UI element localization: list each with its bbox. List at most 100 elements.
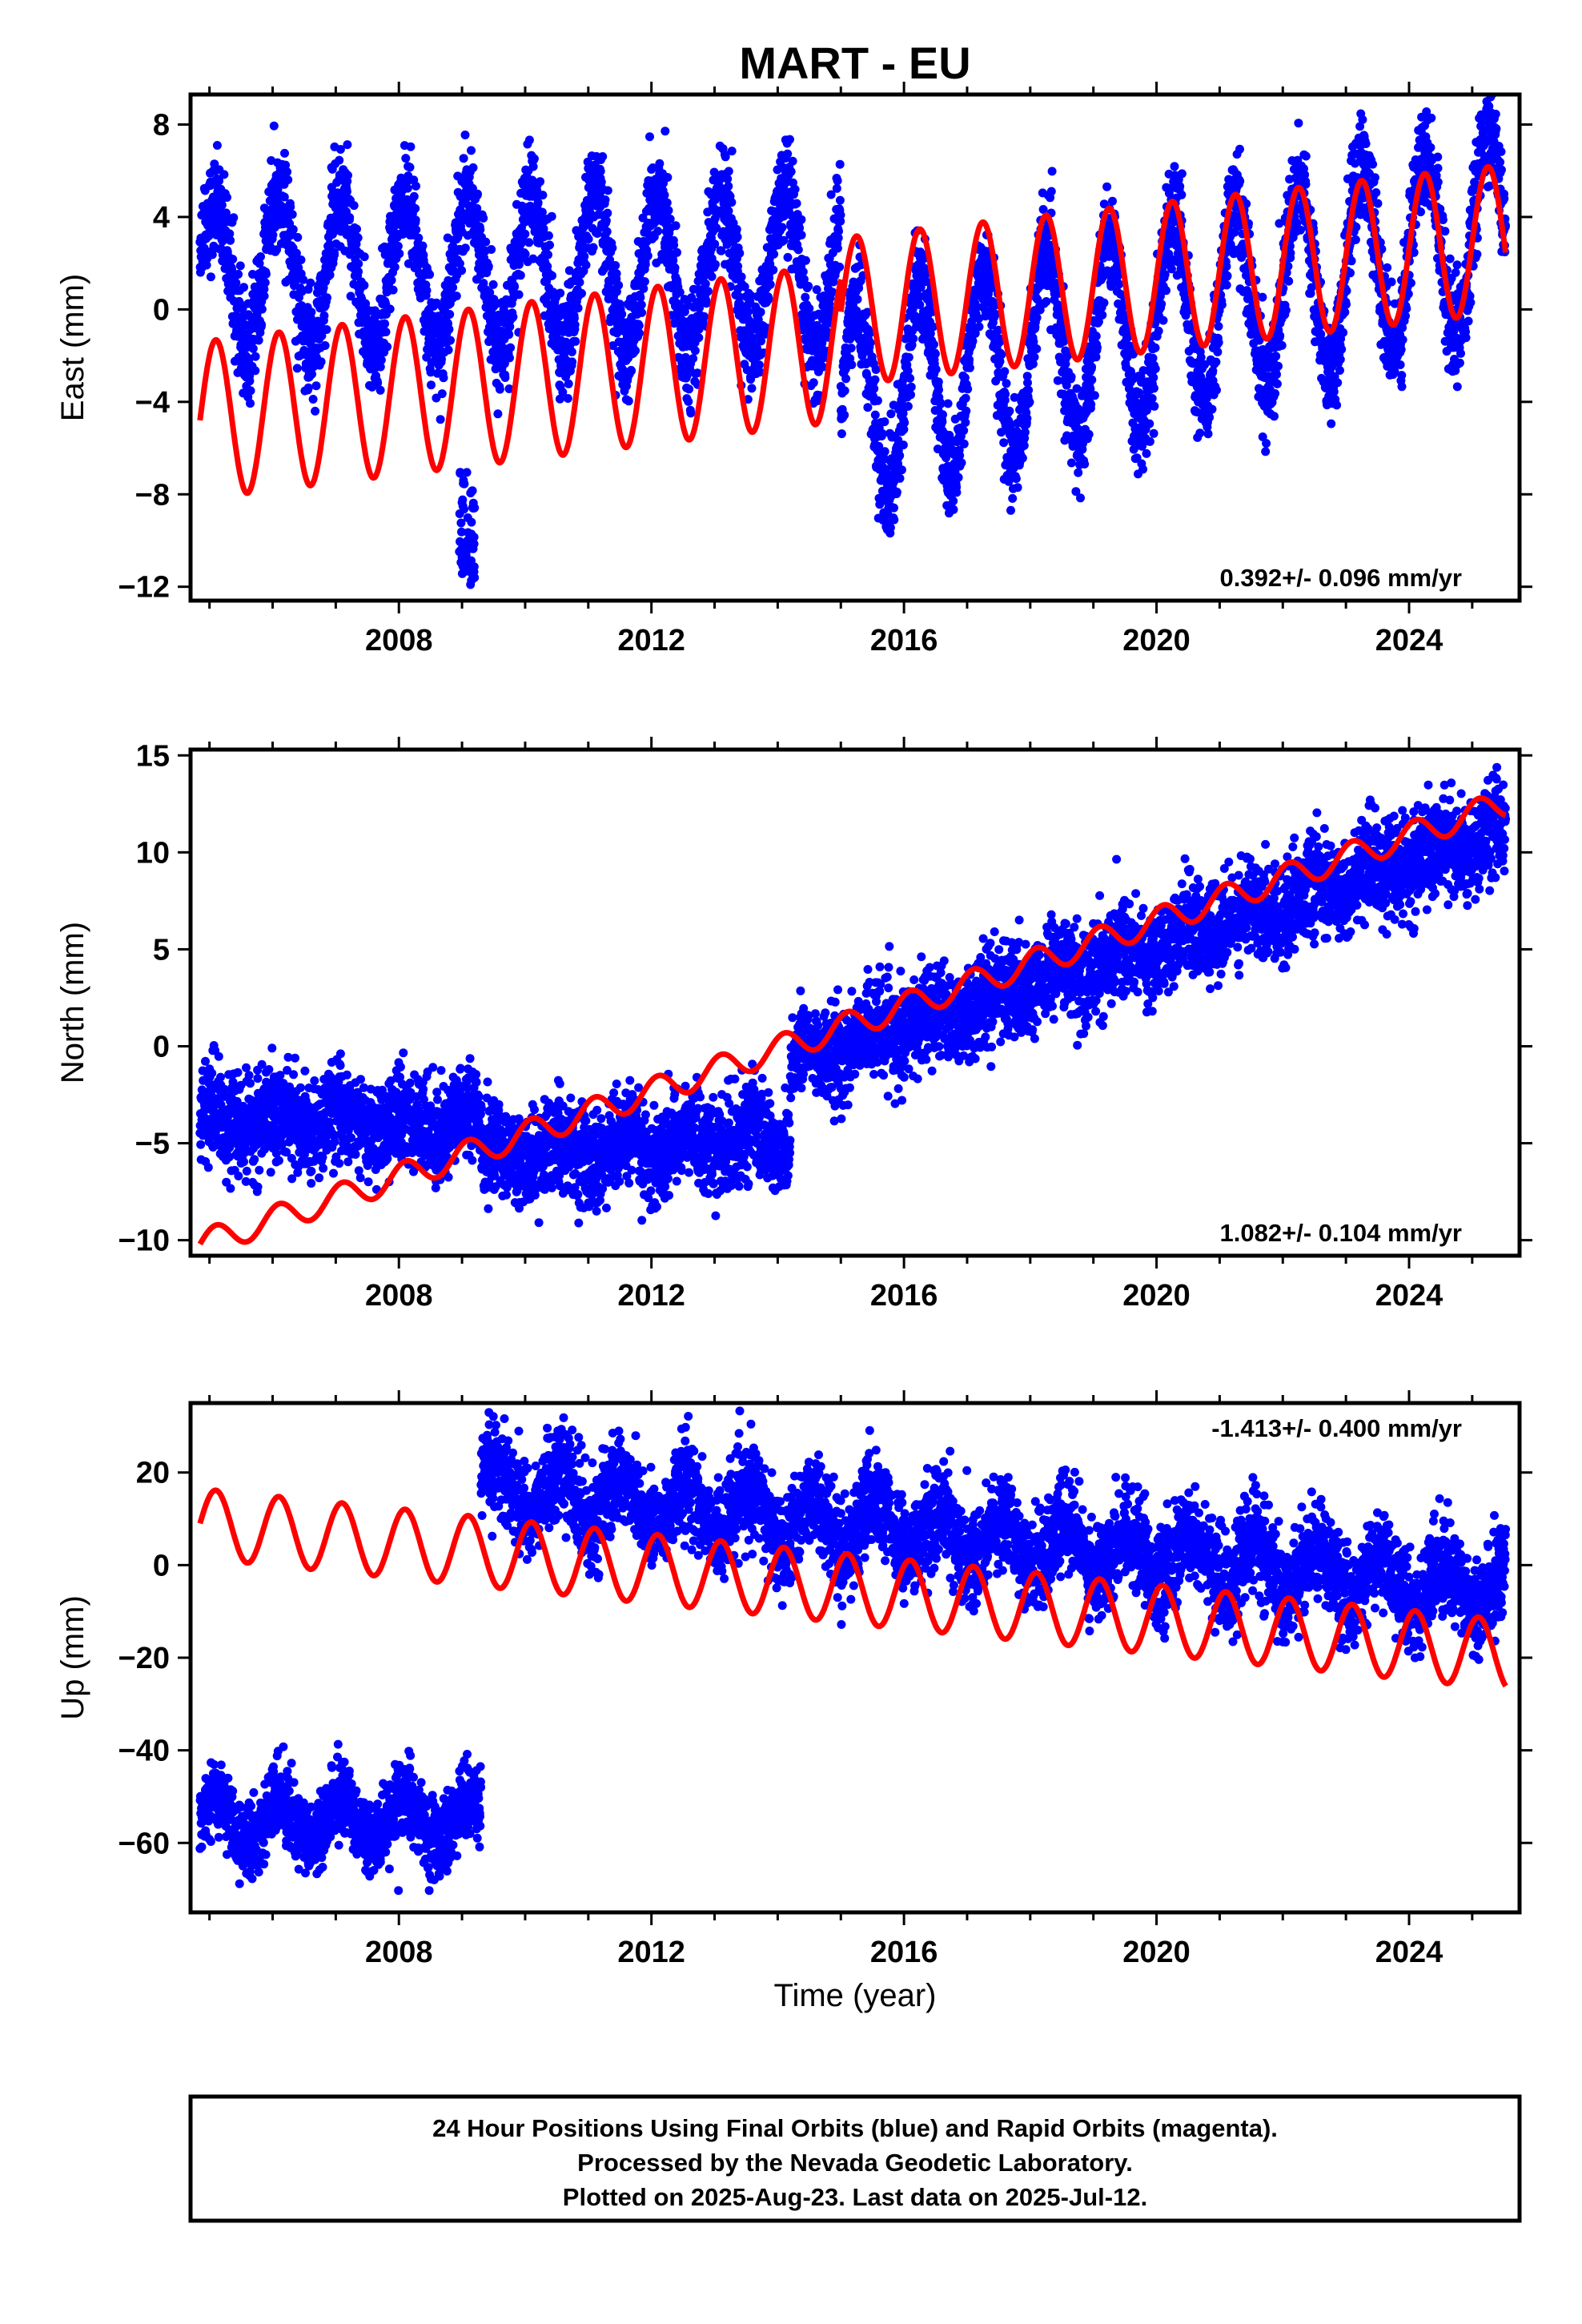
east-data-point [493,409,503,419]
east-data-point [255,259,264,268]
east-data-point [931,364,941,374]
east-data-point [354,259,363,268]
east-data-point [954,472,963,482]
east-data-point [617,309,627,319]
east-data-point [287,210,297,219]
east-data-point [1022,414,1032,423]
east-data-point [1284,276,1294,286]
east-data-point [422,286,432,296]
east-data-point [544,250,552,259]
east-data-point [809,378,818,388]
east-data-point [1212,385,1221,395]
east-data-point [870,410,880,420]
east-data-point [660,191,669,199]
east-data-point [783,149,793,159]
east-data-point [769,265,778,275]
east-data-point [930,340,938,349]
east-data-point [934,377,943,387]
east-data-point [603,186,612,195]
east-data-point [495,384,504,394]
east-data-point [444,345,453,355]
east-data-point [245,376,255,386]
east-data-point [608,243,617,253]
east-data-point [303,383,313,392]
east-data-point [504,330,514,340]
east-data-point [206,272,215,282]
east-data-point [1274,361,1283,371]
east-data-point [1005,406,1014,416]
east-data-point [1211,357,1221,367]
east-data-point [1066,372,1076,381]
east-data-point [268,230,278,239]
east-data-point [412,225,421,235]
east-data-point [437,355,446,364]
east-data-point [685,384,694,394]
east-data-point [812,285,821,295]
east-data-point [272,245,282,255]
east-data-point [476,225,485,235]
east-data-point [524,238,534,247]
east-data-point [707,271,717,281]
east-data-point [335,155,344,165]
east-data-point [308,395,318,404]
east-data-point [385,304,395,314]
east-data-point [1138,464,1148,474]
east-data-point [832,183,841,193]
east-data-point [248,344,258,353]
east-data-point [412,181,420,191]
east-data-point [1002,379,1011,388]
east-data-point [564,379,573,388]
east-data-point [949,497,958,506]
east-data-point [686,408,696,418]
east-data-point [959,439,969,448]
east-data-point [538,191,548,200]
east-data-point [637,308,647,317]
east-data-point [260,278,270,287]
east-data-point [889,515,899,525]
east-data-point [906,390,915,400]
east-data-point [481,237,491,247]
east-data-point [296,255,306,264]
east-data-point [1099,298,1109,308]
east-data-point [1262,439,1271,448]
east-data-point [664,206,673,215]
east-data-point [261,269,271,279]
east-data-point [575,278,584,287]
east-data-point [1090,391,1099,400]
east-data-point [1013,483,1022,493]
east-data-point [694,333,704,343]
east-data-point [342,187,351,196]
east-data-point [870,375,880,384]
east-data-point [905,373,915,383]
east-data-point [457,266,467,275]
east-data-point [257,304,267,314]
east-data-point [624,396,633,406]
east-data-point [293,232,303,242]
east-data-point [234,270,243,279]
east-data-point [962,406,971,416]
east-data-point [724,167,733,176]
east-data-point [906,382,916,392]
east-data-point [359,252,369,262]
east-data-point [765,279,775,289]
east-data-point [343,140,352,150]
east-data-point [1235,144,1244,154]
east-data-point [961,393,970,403]
east-data-point [286,202,295,211]
east-data-point [279,192,289,202]
east-data-point [805,304,814,313]
east-data-point [790,184,800,194]
east-data-point [1086,400,1096,409]
east-data-point [885,523,895,533]
east-data-point [764,294,773,304]
east-data-point [231,278,241,287]
east-data-point [833,243,842,253]
east-data-point [1149,428,1158,438]
east-data-point [640,259,650,269]
east-data-point [841,374,851,384]
east-data-point [545,240,554,250]
east-data-point [411,203,420,213]
east-data-point [892,488,901,497]
east-data-point [792,199,801,208]
